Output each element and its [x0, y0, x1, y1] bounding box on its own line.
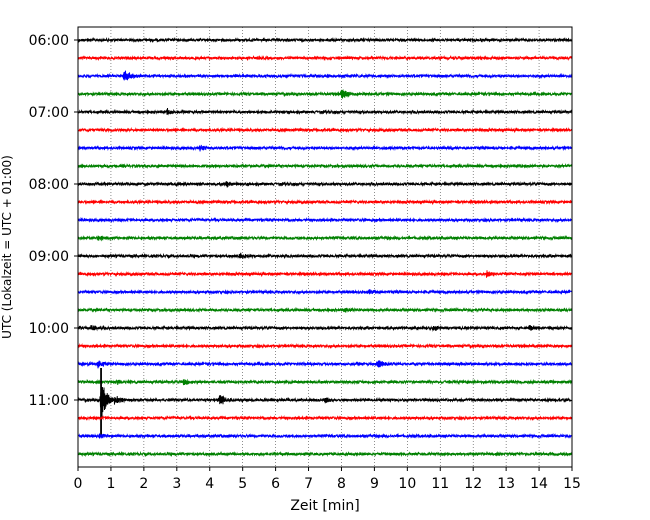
y-tick-label: 08:00 — [29, 177, 69, 193]
x-tick-label: 7 — [304, 476, 313, 492]
y-axis-ticks: 06:00 07:00 08:00 09:00 10:00 11:00 — [29, 33, 78, 409]
plot-area — [78, 27, 572, 467]
x-tick-label: 8 — [337, 476, 346, 492]
trace-row — [77, 144, 573, 152]
x-tick-label: 2 — [139, 476, 148, 492]
y-tick-label: 07:00 — [29, 105, 69, 121]
x-axis-ticks: 0 1 2 3 4 5 6 7 8 9 10 11 12 13 14 15 — [74, 467, 581, 492]
trace-row — [77, 216, 573, 224]
trace-row — [77, 198, 573, 206]
minute-gridlines — [110, 27, 540, 467]
x-tick-label: 6 — [271, 476, 280, 492]
trace-row — [77, 306, 573, 314]
trace-row — [77, 414, 573, 422]
trace-row — [77, 432, 573, 440]
x-tick-label: 1 — [106, 476, 115, 492]
trace-row — [77, 450, 573, 458]
trace-row — [77, 54, 573, 62]
x-tick-label: 5 — [238, 476, 247, 492]
y-tick-label: 11:00 — [29, 393, 69, 409]
x-tick-label: 4 — [205, 476, 214, 492]
x-axis-title: Zeit [min] — [290, 498, 359, 514]
trace-row — [77, 324, 573, 332]
trace-row — [77, 180, 573, 188]
trace-row — [77, 387, 573, 418]
y-tick-label: 10:00 — [29, 321, 69, 337]
x-tick-label: 3 — [172, 476, 181, 492]
seismic-traces — [77, 36, 573, 458]
x-tick-label: 11 — [431, 476, 449, 492]
trace-row — [77, 342, 573, 350]
x-tick-label: 0 — [74, 476, 83, 492]
trace-row — [77, 234, 573, 242]
trace-row — [77, 360, 573, 369]
trace-row — [77, 270, 573, 278]
trace-row — [77, 162, 573, 169]
x-tick-label: 15 — [563, 476, 581, 492]
trace-row — [77, 126, 573, 134]
trace-row — [77, 108, 573, 116]
trace-row — [77, 36, 573, 44]
x-tick-label: 9 — [370, 476, 379, 492]
y-tick-label: 06:00 — [29, 33, 69, 49]
x-tick-label: 14 — [530, 476, 548, 492]
x-tick-label: 12 — [464, 476, 482, 492]
x-tick-label: 13 — [497, 476, 515, 492]
trace-row — [77, 70, 573, 81]
y-axis-title: UTC (Lokalzeit = UTC + 01:00) — [0, 155, 14, 339]
trace-row — [77, 252, 573, 260]
x-tick-label: 10 — [398, 476, 416, 492]
trace-row — [77, 378, 573, 386]
y-tick-label: 09:00 — [29, 249, 69, 265]
trace-row — [77, 288, 573, 296]
trace-row — [77, 89, 573, 99]
plot-frame — [77, 26, 573, 468]
